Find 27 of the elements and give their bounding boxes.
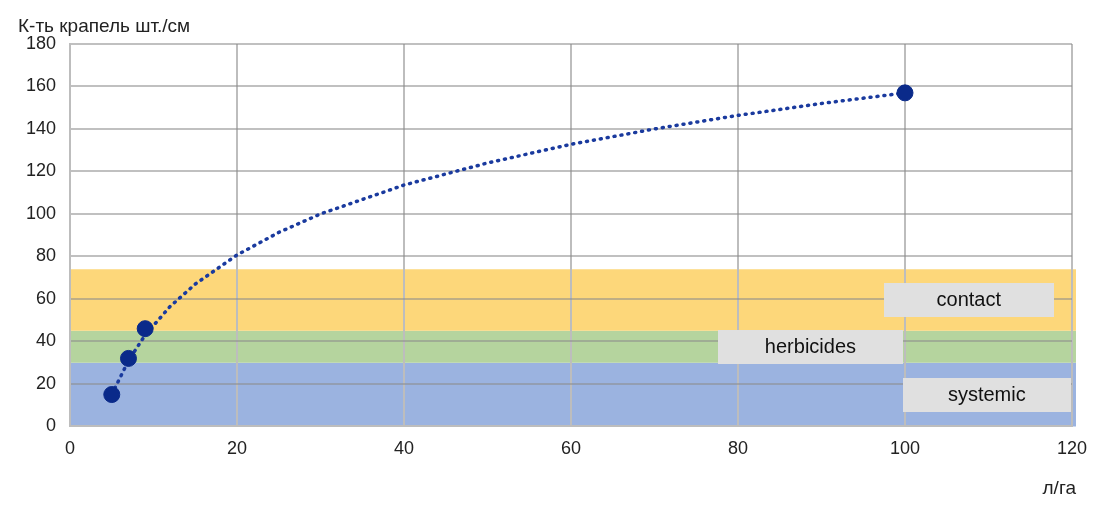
x-tick-label: 0 xyxy=(65,438,76,459)
x-tick-label: 40 xyxy=(394,438,415,459)
label-box: herbicides xyxy=(718,329,903,364)
x-axis-title: л/га xyxy=(1042,477,1077,498)
y-tick-label: 60 xyxy=(36,287,57,308)
x-tick-label: 80 xyxy=(727,438,749,459)
x-tick-label: 120 xyxy=(1056,438,1088,459)
band-label: systemic xyxy=(947,383,1026,407)
band-label: herbicides xyxy=(764,335,857,359)
y-tick-label: 20 xyxy=(36,372,57,393)
y-tick-label: 120 xyxy=(25,160,57,181)
label-box: contact xyxy=(883,283,1054,317)
y-tick-label: 0 xyxy=(46,415,57,436)
y-tick-label: 80 xyxy=(36,245,57,266)
point xyxy=(119,349,137,367)
band-label: contact xyxy=(936,288,1002,312)
x-tick-label: 100 xyxy=(889,438,921,459)
y-tick-label: 160 xyxy=(25,75,57,96)
y-tick-label: 140 xyxy=(25,117,57,138)
point xyxy=(896,84,914,102)
label-box: systemic xyxy=(902,377,1071,412)
point xyxy=(136,320,154,338)
x-tick-label: 20 xyxy=(227,438,248,459)
point xyxy=(103,386,121,404)
y-tick-label: 40 xyxy=(36,330,57,351)
x-tick-label: 60 xyxy=(560,438,582,459)
y-tick-label: 100 xyxy=(25,202,57,223)
